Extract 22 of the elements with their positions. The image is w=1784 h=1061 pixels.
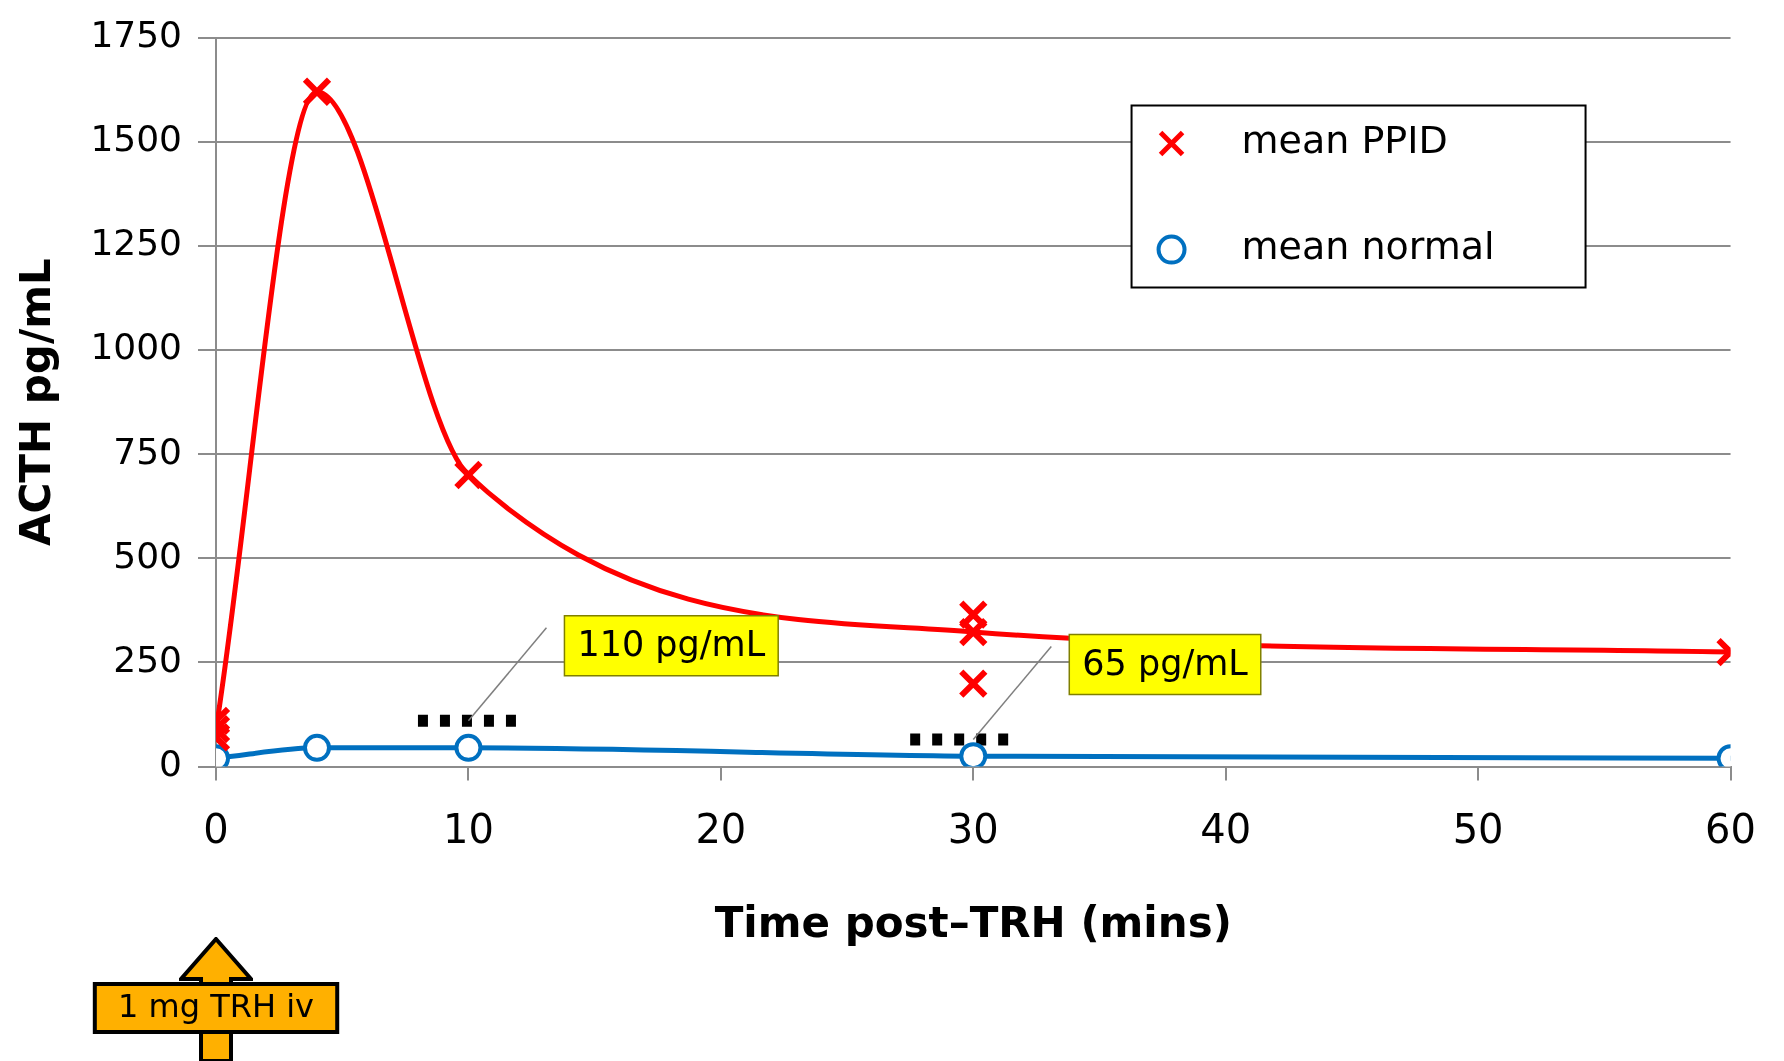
text: 1 mg TRH iv [118, 987, 315, 1026]
x-tick-label: 10 [442, 805, 494, 852]
x-tick-label: 20 [695, 805, 747, 852]
y-tick-label: 1500 [90, 118, 183, 160]
y-tick-label: 500 [113, 534, 183, 576]
annotation: 65 pg/mL [1082, 642, 1249, 683]
y-tick-label: 750 [113, 430, 183, 472]
legend-label: mean normal [1241, 224, 1495, 269]
x-tick-label: 40 [1200, 805, 1252, 852]
x-tick-label: 0 [203, 805, 229, 852]
y-axis-title: ACTH pg/mL [11, 258, 61, 546]
y-tick-label: 250 [113, 638, 183, 680]
x-tick-label: 60 [1705, 805, 1756, 852]
x-tick-label: 50 [1452, 805, 1504, 852]
y-tick-label: 1000 [90, 326, 183, 368]
legend-label: mean PPID [1241, 118, 1448, 163]
y-tick-label: 0 [159, 742, 183, 784]
y-tick-label: 1250 [90, 222, 183, 264]
x-axis-title: Time post–TRH (mins) [714, 897, 1232, 947]
y-tick-label: 1750 [90, 13, 183, 55]
annotation: 110 pg/mL [577, 623, 766, 664]
x-tick-label: 30 [947, 805, 999, 852]
